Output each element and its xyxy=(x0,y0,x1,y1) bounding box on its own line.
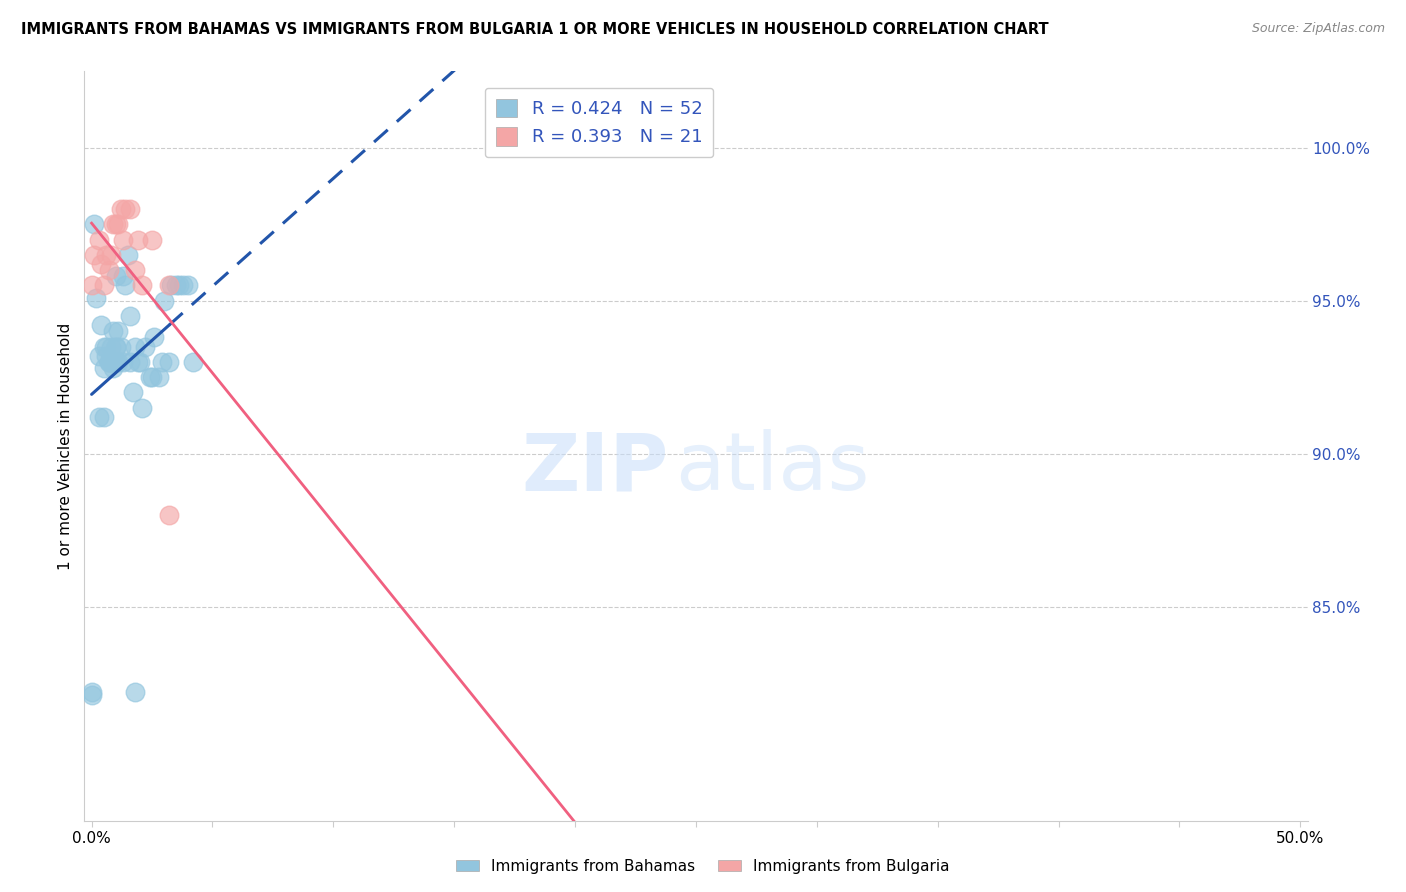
Point xyxy=(157,508,180,522)
Point xyxy=(127,355,149,369)
Legend: R = 0.424   N = 52, R = 0.393   N = 21: R = 0.424 N = 52, R = 0.393 N = 21 xyxy=(485,88,713,157)
Point xyxy=(93,409,115,424)
Point xyxy=(93,361,115,376)
Point xyxy=(167,278,190,293)
Point xyxy=(94,349,117,363)
Point xyxy=(93,340,115,354)
Point xyxy=(114,202,136,216)
Point xyxy=(121,385,143,400)
Point xyxy=(150,355,173,369)
Text: ZIP: ZIP xyxy=(522,429,669,508)
Point xyxy=(129,355,152,369)
Point xyxy=(117,248,139,262)
Point xyxy=(107,217,129,231)
Point xyxy=(172,278,194,293)
Point xyxy=(87,233,110,247)
Point xyxy=(157,278,180,293)
Point xyxy=(141,233,163,247)
Point xyxy=(103,217,125,231)
Point xyxy=(100,340,122,354)
Point xyxy=(112,233,135,247)
Point xyxy=(138,370,160,384)
Point xyxy=(94,340,117,354)
Point xyxy=(100,248,122,262)
Point xyxy=(112,269,135,284)
Point xyxy=(143,330,166,344)
Point xyxy=(107,324,129,338)
Point xyxy=(124,685,146,699)
Point xyxy=(104,217,127,231)
Point xyxy=(97,263,120,277)
Point xyxy=(90,318,112,333)
Point xyxy=(127,233,149,247)
Point xyxy=(104,340,127,354)
Point xyxy=(103,361,125,376)
Point xyxy=(97,355,120,369)
Point xyxy=(131,401,153,415)
Point xyxy=(104,269,127,284)
Point xyxy=(103,355,125,369)
Point xyxy=(181,355,204,369)
Point xyxy=(141,370,163,384)
Point xyxy=(131,278,153,293)
Point xyxy=(90,257,112,271)
Text: Source: ZipAtlas.com: Source: ZipAtlas.com xyxy=(1251,22,1385,36)
Point xyxy=(93,278,115,293)
Y-axis label: 1 or more Vehicles in Household: 1 or more Vehicles in Household xyxy=(58,322,73,570)
Text: atlas: atlas xyxy=(675,429,869,508)
Point xyxy=(160,278,183,293)
Point xyxy=(104,340,127,354)
Text: IMMIGRANTS FROM BAHAMAS VS IMMIGRANTS FROM BULGARIA 1 OR MORE VEHICLES IN HOUSEH: IMMIGRANTS FROM BAHAMAS VS IMMIGRANTS FR… xyxy=(21,22,1049,37)
Point xyxy=(124,263,146,277)
Point xyxy=(120,202,142,216)
Point xyxy=(83,248,105,262)
Point xyxy=(112,355,135,369)
Point xyxy=(177,278,200,293)
Point xyxy=(100,355,122,369)
Point xyxy=(87,349,110,363)
Point xyxy=(165,278,187,293)
Point xyxy=(80,278,103,293)
Point xyxy=(107,355,129,369)
Point xyxy=(157,355,180,369)
Point xyxy=(83,217,105,231)
Point xyxy=(153,293,176,308)
Point xyxy=(114,278,136,293)
Point xyxy=(86,291,108,305)
Point xyxy=(110,340,132,354)
Point xyxy=(124,340,146,354)
Point xyxy=(97,355,120,369)
Point xyxy=(80,688,103,702)
Point xyxy=(80,685,103,699)
Point xyxy=(87,409,110,424)
Legend: Immigrants from Bahamas, Immigrants from Bulgaria: Immigrants from Bahamas, Immigrants from… xyxy=(450,853,956,880)
Point xyxy=(120,355,142,369)
Point xyxy=(94,248,117,262)
Point xyxy=(134,340,156,354)
Point xyxy=(110,202,132,216)
Point xyxy=(104,355,127,369)
Point xyxy=(148,370,170,384)
Point xyxy=(103,324,125,338)
Point xyxy=(120,309,142,323)
